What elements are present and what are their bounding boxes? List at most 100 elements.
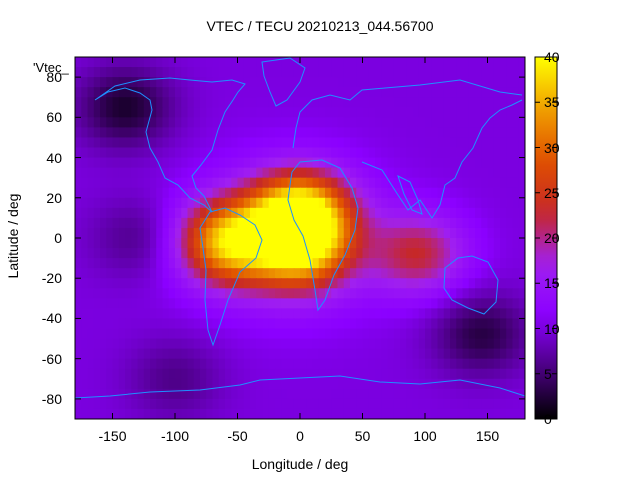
heatmap-cell	[500, 227, 507, 239]
heatmap-cell	[425, 217, 432, 229]
heatmap-cell	[493, 157, 501, 169]
heatmap-cell	[187, 268, 195, 279]
heatmap-cell	[431, 288, 439, 299]
heatmap-cell	[381, 137, 389, 149]
heatmap-cell	[225, 197, 232, 209]
heatmap-cell	[425, 77, 432, 88]
heatmap-cell	[193, 87, 201, 98]
heatmap-cell	[268, 97, 276, 108]
heatmap-cell	[393, 288, 401, 299]
heatmap-cell	[350, 348, 357, 360]
heatmap-cell	[75, 147, 82, 159]
heatmap-cell	[393, 87, 401, 98]
heatmap-cell	[100, 207, 107, 219]
heatmap-cell	[212, 328, 220, 340]
heatmap-cell	[81, 368, 89, 380]
heatmap-cell	[275, 348, 282, 360]
heatmap-cell	[375, 398, 382, 410]
heatmap-cell	[400, 258, 407, 269]
heatmap-cell	[356, 368, 364, 380]
heatmap-cell	[193, 328, 201, 340]
heatmap-cell	[331, 117, 339, 128]
heatmap-cell	[312, 207, 320, 219]
heatmap-cell	[293, 308, 301, 320]
heatmap-cell	[400, 137, 407, 149]
heatmap-cell	[312, 328, 320, 340]
heatmap-cell	[456, 288, 464, 299]
heatmap-cell	[225, 157, 232, 169]
heatmap-cell	[218, 238, 226, 249]
heatmap-cell	[250, 288, 257, 299]
heatmap-cell	[237, 288, 245, 299]
heatmap-cell	[437, 67, 445, 78]
heatmap-cell	[262, 217, 270, 229]
heatmap-cell	[181, 238, 189, 249]
heatmap-cell	[131, 278, 139, 289]
heatmap-cell	[175, 298, 182, 309]
heatmap-cell	[275, 127, 282, 139]
heatmap-cell	[375, 388, 382, 400]
heatmap-cell	[143, 288, 151, 299]
heatmap-cell	[443, 358, 451, 370]
heatmap-cell	[143, 348, 151, 360]
heatmap-cell	[231, 197, 239, 209]
heatmap-cell	[343, 328, 351, 340]
heatmap-cell	[237, 167, 245, 179]
heatmap-cell	[518, 117, 525, 128]
heatmap-cell	[137, 248, 145, 259]
heatmap-cell	[137, 308, 145, 320]
heatmap-cell	[468, 117, 476, 128]
heatmap-cell	[293, 248, 301, 259]
heatmap-cell	[225, 57, 232, 68]
heatmap-cell	[381, 308, 389, 320]
heatmap-cell	[350, 107, 357, 118]
heatmap-cell	[218, 308, 226, 320]
heatmap-cell	[143, 187, 151, 199]
heatmap-cell	[118, 308, 126, 320]
heatmap-cell	[425, 388, 432, 400]
heatmap-cell	[131, 207, 139, 219]
heatmap-cell	[462, 177, 470, 189]
heatmap-cell	[468, 308, 476, 320]
heatmap-cell	[368, 338, 376, 350]
heatmap-cell	[268, 77, 276, 88]
heatmap-cell	[181, 117, 189, 128]
heatmap-cell	[493, 338, 501, 350]
heatmap-cell	[131, 238, 139, 249]
heatmap-cell	[293, 167, 301, 179]
heatmap-cell	[437, 278, 445, 289]
heatmap-cell	[112, 157, 120, 169]
heatmap-cell	[456, 368, 464, 380]
heatmap-cell	[331, 368, 339, 380]
heatmap-cell	[193, 308, 201, 320]
heatmap-cell	[318, 248, 326, 259]
heatmap-cell	[237, 358, 245, 370]
heatmap-cell	[125, 298, 132, 309]
heatmap-cell	[400, 97, 407, 108]
heatmap-cell	[162, 348, 170, 360]
heatmap-cell	[518, 398, 525, 410]
heatmap-cell	[518, 368, 525, 380]
heatmap-cell	[187, 348, 195, 360]
heatmap-cell	[375, 328, 382, 340]
heatmap-cell	[293, 408, 301, 419]
heatmap-cell	[75, 278, 82, 289]
heatmap-cell	[243, 268, 251, 279]
heatmap-cell	[156, 408, 164, 419]
heatmap-cell	[468, 77, 476, 88]
heatmap-cell	[443, 318, 451, 330]
heatmap-cell	[243, 97, 251, 108]
heatmap-cell	[456, 117, 464, 128]
heatmap-cell	[200, 87, 207, 98]
heatmap-cell	[375, 288, 382, 299]
heatmap-cell	[212, 338, 220, 350]
heatmap-cell	[162, 197, 170, 209]
heatmap-cell	[437, 217, 445, 229]
heatmap-cell	[112, 348, 120, 360]
heatmap-cell	[381, 207, 389, 219]
heatmap-cell	[81, 328, 89, 340]
heatmap-cell	[231, 298, 239, 309]
heatmap-cell	[487, 298, 495, 309]
heatmap-cell	[406, 258, 414, 269]
heatmap-cell	[437, 147, 445, 159]
